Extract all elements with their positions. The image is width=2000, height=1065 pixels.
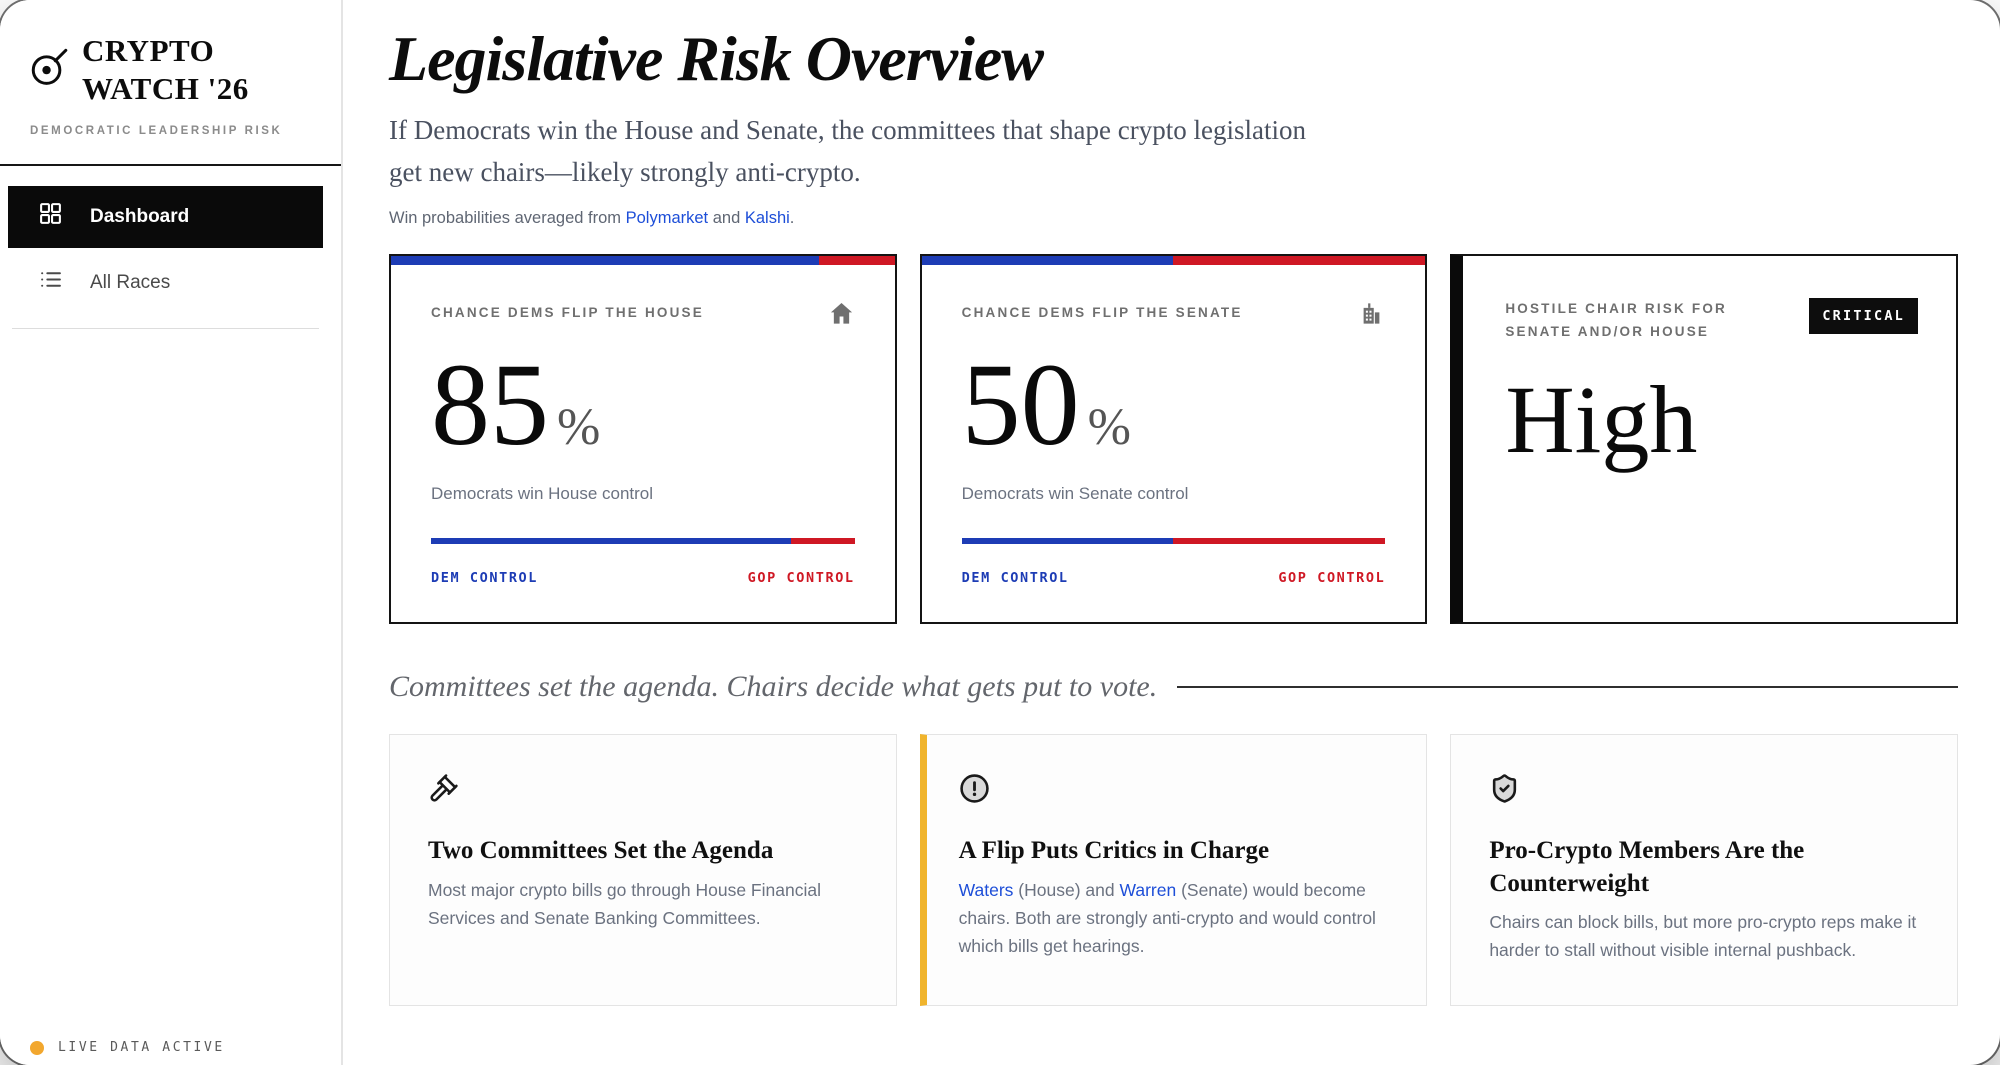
sidebar: CRYPTO WATCH '26 DEMOCRATIC LEADERSHIP R…	[0, 0, 343, 1065]
counterweight-info-card: Pro-Crypto Members Are the Counterweight…	[1450, 734, 1958, 1007]
inline-link[interactable]: Waters	[958, 879, 1014, 900]
gop-segment	[819, 256, 895, 266]
page-subtitle: If Democrats win the House and Senate, t…	[389, 115, 1306, 188]
main-content: Legislative Risk Overview If Democrats w…	[343, 0, 2000, 1065]
live-status-dot	[30, 1040, 44, 1055]
sidebar-divider	[0, 163, 341, 166]
stat-unit: %	[557, 399, 601, 457]
crypto-watch-logo-icon	[28, 47, 70, 94]
house-flip-card: CHANCE DEMS FLIP THE HOUSE 85 % Democrat…	[389, 254, 897, 625]
stat-value: 50	[961, 339, 1080, 471]
critical-badge: CRITICAL	[1809, 298, 1918, 335]
brand-title: CRYPTO WATCH '26	[82, 32, 249, 109]
committees-info-card: Two Committees Set the Agenda Most major…	[389, 734, 897, 1007]
info-card-body: Chairs can block bills, but more pro-cry…	[1489, 912, 1917, 961]
stat-value: 85	[431, 339, 549, 471]
risk-value: High	[1505, 365, 1698, 473]
dem-control-label: DEM CONTROL	[961, 570, 1069, 587]
hostile-chair-risk-card: HOSTILE CHAIR RISK FOR SENATE AND/OR HOU…	[1450, 254, 1958, 625]
gop-control-label: GOP CONTROL	[747, 570, 855, 587]
stat-caption: Democrats win House control	[431, 484, 654, 504]
sidebar-nav: Dashboard All Races	[0, 166, 341, 329]
stat-unit: %	[1087, 399, 1131, 457]
section-heading: Committees set the agenda. Chairs decide…	[389, 670, 1158, 704]
dem-meter-segment	[961, 538, 1174, 545]
gop-meter-segment	[1173, 538, 1386, 545]
inline-link[interactable]: Kalshi	[744, 209, 790, 228]
dem-meter-segment	[431, 538, 792, 545]
source-line: Win probabilities averaged from Polymark…	[389, 209, 1958, 228]
live-status: LIVE DATA ACTIVE	[0, 1040, 341, 1065]
sidebar-item-dashboard[interactable]: Dashboard	[8, 185, 323, 248]
gop-control-label: GOP CONTROL	[1278, 570, 1386, 587]
nav-divider	[12, 327, 319, 329]
text-segment: (House) and	[1013, 879, 1120, 900]
gavel-icon	[428, 774, 459, 808]
senate-top-split-bar	[921, 256, 1426, 266]
info-card-title: A Flip Puts Critics in Charge	[958, 837, 1270, 865]
bank-icon	[1358, 300, 1385, 332]
gop-segment	[1173, 256, 1426, 266]
house-top-split-bar	[391, 256, 895, 266]
section-rule	[1177, 686, 1958, 689]
flip-critics-info-card: A Flip Puts Critics in Charge Waters (Ho…	[919, 734, 1428, 1007]
info-card-row: Two Committees Set the Agenda Most major…	[389, 734, 1958, 1007]
info-card-title: Pro-Crypto Members Are the Counterweight	[1489, 837, 1805, 897]
sidebar-item-label: All Races	[90, 271, 171, 293]
alert-circle-icon	[959, 774, 990, 808]
house-icon	[828, 300, 855, 332]
info-card-body: Most major crypto bills go through House…	[428, 879, 821, 928]
section-divider: Committees set the agenda. Chairs decide…	[389, 670, 1958, 704]
brand-tagline: DEMOCRATIC LEADERSHIP RISK	[30, 124, 283, 137]
brand: CRYPTO WATCH '26	[0, 26, 341, 109]
brand-line1: CRYPTO	[82, 33, 215, 68]
senate-flip-card: CHANCE DEMS FLIP THE SENATE	[919, 254, 1428, 625]
info-card-body: Waters (House) and Warren (Senate) would…	[959, 876, 1389, 961]
stat-card-label: CHANCE DEMS FLIP THE HOUSE	[431, 305, 704, 321]
gop-meter-segment	[791, 538, 855, 545]
sidebar-item-label: Dashboard	[90, 205, 190, 227]
grid-icon	[38, 201, 63, 232]
page-title: Legislative Risk Overview	[389, 23, 1044, 94]
live-status-label: LIVE DATA ACTIVE	[58, 1040, 225, 1055]
risk-card-label: HOSTILE CHAIR RISK FOR SENATE AND/OR HOU…	[1505, 301, 1727, 340]
stat-card-row: CHANCE DEMS FLIP THE HOUSE 85 % Democrat…	[389, 254, 1958, 625]
text-segment: .	[789, 209, 795, 228]
inline-link[interactable]: Warren	[1119, 879, 1177, 900]
inline-link[interactable]: Polymarket	[625, 209, 709, 228]
dem-control-label: DEM CONTROL	[431, 570, 539, 587]
control-meter: DEM CONTROL GOP CONTROL	[961, 538, 1386, 587]
brand-line2: WATCH '26	[82, 71, 249, 107]
control-meter: DEM CONTROL GOP CONTROL	[431, 538, 855, 586]
dem-segment	[391, 256, 820, 266]
text-segment: and	[708, 209, 745, 228]
dem-segment	[921, 256, 1174, 266]
list-icon	[38, 267, 63, 298]
sidebar-item-all-races[interactable]: All Races	[8, 252, 323, 314]
stat-card-label: CHANCE DEMS FLIP THE SENATE	[961, 305, 1243, 321]
shield-check-icon	[1489, 774, 1520, 808]
stat-caption: Democrats win Senate control	[961, 484, 1189, 504]
text-segment: Win probabilities averaged from	[389, 209, 626, 228]
text-segment: (Senate) would become chairs. Both are s…	[958, 879, 1376, 957]
info-card-title: Two Committees Set the Agenda	[428, 837, 774, 865]
